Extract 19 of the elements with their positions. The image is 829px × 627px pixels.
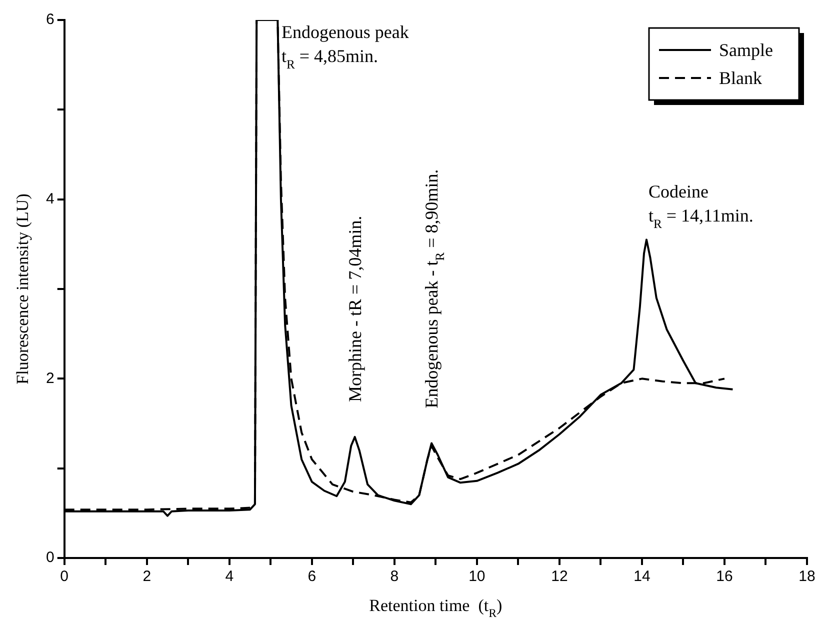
y-tick-label: 2: [46, 370, 54, 387]
annotation: Morphine - tR = 7,04min.: [344, 216, 365, 402]
x-tick-label: 8: [390, 568, 399, 586]
annotation: Endogenous peak - tR = 8,90min.: [422, 169, 447, 408]
x-tick-label: 10: [468, 568, 486, 586]
x-tick-label: 14: [634, 568, 650, 586]
y-tick-label: 4: [46, 190, 54, 208]
x-tick-label: 2: [142, 568, 152, 586]
legend-label: Sample: [719, 40, 773, 60]
x-tick-label: 12: [551, 568, 568, 586]
x-tick-label: 6: [308, 568, 316, 586]
legend-label: Blank: [719, 68, 762, 88]
x-tick-label: 18: [798, 568, 816, 586]
x-tick-label: 0: [60, 568, 69, 586]
x-tick-label: 16: [716, 568, 733, 586]
y-axis-title: Fluorescence intensity (LU): [13, 194, 32, 384]
y-tick-label: 6: [46, 11, 54, 28]
x-tick-label: 4: [225, 568, 234, 586]
y-tick-label: 0: [46, 549, 54, 566]
